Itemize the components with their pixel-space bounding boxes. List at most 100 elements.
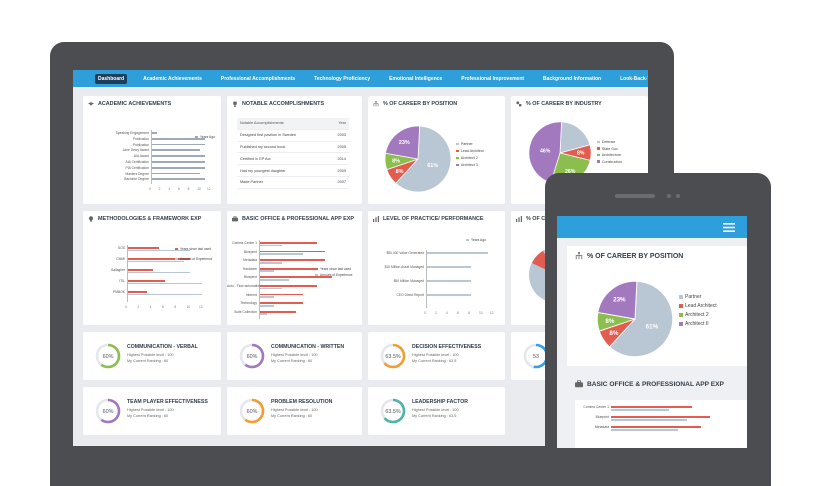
bar [152, 143, 206, 146]
legend-label: Architecture [601, 153, 622, 157]
pie-percent-label: 8% [609, 330, 618, 337]
bar [128, 260, 184, 263]
year-cell: 2014 [327, 152, 349, 166]
bar [260, 293, 303, 296]
legend-swatch [466, 239, 469, 241]
accomplishment-cell: Certified in EP Act [237, 152, 328, 166]
bar-label: Auto - Flow automation [227, 284, 261, 288]
legend-label: State Gov [601, 146, 618, 151]
kpi-percent: 60% [103, 354, 114, 360]
pie-percent-label: 46% [540, 148, 551, 154]
nav-look-back-ten[interactable]: Look-Back-Ten [620, 75, 648, 82]
bar [611, 419, 687, 421]
pie-percent-label: 23% [399, 140, 410, 146]
nav-dashboard[interactable]: Dashboard [95, 73, 128, 84]
pie-percent-label: 8% [577, 151, 585, 157]
bar [611, 409, 669, 411]
accomplishment-cell: Made Partner [237, 176, 328, 189]
kpi-progress-ring: 63.5% [380, 398, 406, 424]
legend-label: Architect II [685, 321, 709, 327]
legend-swatch [456, 149, 459, 153]
kpi-progress-ring: 60% [239, 398, 265, 424]
bar [260, 310, 296, 313]
notable-accomplishments-title: NOTABLE ACCOMPLISHMENTS [232, 101, 324, 107]
table-row: Certified in EP Act 2014 [237, 152, 349, 166]
kpi-progress-ring: 60% [239, 343, 265, 369]
top-nav: Dashboard Academic Achievements Professi… [73, 70, 648, 87]
tick-label: 4 [149, 305, 152, 309]
legend-label: Partner [460, 142, 473, 146]
kpi-title: COMMUNICATION - VERBAL [127, 344, 198, 350]
tick-label: 0 [125, 305, 127, 309]
bar [128, 258, 190, 260]
academic-achievements-label: ACADEMIC ACHIEVEMENTS [98, 101, 172, 107]
bar-chart-icon [373, 216, 379, 222]
phone-office-card: BASIC OFFICE & PROFESSIONAL APP EXP Comm… [567, 372, 747, 448]
legend-swatch [315, 268, 318, 270]
bar-label: Blueprint [595, 415, 609, 419]
industry-icon [516, 101, 522, 107]
bar [260, 313, 268, 316]
kpi-highest-level: Highest Possible level : 100 [271, 353, 318, 357]
bar [152, 178, 206, 181]
bar [152, 161, 206, 163]
kpi-ring-fill [95, 343, 121, 369]
bar-label: Bachelor Degree [124, 177, 149, 182]
menu-icon[interactable] [723, 223, 735, 232]
legend-label: Architect 3 [460, 163, 478, 167]
practice-card: LEVEL OF PRACTICE/ PERFORMANCE $50,000 V… [368, 211, 505, 325]
phone-career-pie: 61% 8% 8% 23% [596, 280, 674, 358]
legend-swatch [597, 153, 600, 157]
nav-technology-proficiency[interactable]: Technology Proficiency [314, 75, 371, 82]
phone-sensor [676, 194, 680, 198]
bar [128, 282, 202, 285]
bar [152, 172, 201, 175]
legend-label: Amount of Experience [320, 273, 353, 277]
bar [427, 294, 471, 296]
career-position-pie: 61% 8% 8% 23% [384, 125, 452, 193]
nav-professional-accomplishments[interactable]: Professional Accomplishments [220, 75, 296, 82]
kpi-card: 63.5% DECISION EFFECTIVENESS Highest Possi… [368, 332, 505, 380]
legend-label: Lead Architect [460, 149, 484, 153]
legend-item: Defense [597, 140, 615, 144]
bar [260, 304, 275, 307]
bar-label: Hardware [242, 266, 257, 271]
bar [611, 406, 692, 408]
career-industry-pie: 8% 26% 46% [528, 121, 592, 185]
kpi-card: 60% PROBLEM RESOLUTION Highest Possible le… [227, 387, 362, 435]
phone-screen: % OF CAREER BY POSITION 61% 8% 8% 23% Partn… [557, 216, 747, 448]
nav-background-information[interactable]: Background Information [543, 75, 602, 82]
legend-swatch [456, 163, 459, 167]
legend-label: Years Ago [200, 135, 215, 139]
bar-label: Technology [240, 301, 257, 306]
career-by-position-title: % OF CAREER BY POSITION [373, 101, 457, 107]
legend-label: Years since last used [320, 267, 352, 271]
year-cell: 2009 [327, 164, 349, 177]
legend-swatch [597, 140, 600, 144]
legend-item: Construction [597, 160, 622, 164]
career-by-industry-label: % OF CAREER BY INDUSTRY [526, 101, 602, 107]
kpi-current-ranking: My Current Ranking : 60 [271, 359, 313, 363]
nav-emotional-intelligence[interactable]: Emotional Intelligence [389, 75, 443, 82]
legend-label: Amount of Experience [180, 257, 213, 261]
legend-swatch [597, 147, 600, 150]
pie-percent-label: 61% [646, 323, 659, 330]
tick-label: 4 [168, 187, 171, 192]
legend-swatch [175, 248, 178, 250]
bar [152, 155, 206, 157]
nav-professional-improvement[interactable]: Professional Improvement [461, 75, 525, 82]
bar [260, 244, 282, 247]
academic-achievements-title: ACADEMIC ACHIEVEMENTS [88, 101, 171, 107]
pie-slice [597, 280, 638, 320]
bar [260, 287, 282, 290]
kpi-current-ranking: My Current Ranking : 60 [271, 414, 313, 418]
nav-academic-achievements[interactable]: Academic Achievements [143, 75, 202, 82]
career-by-position-label: % OF CAREER BY POSITION [383, 101, 458, 107]
bar [260, 242, 318, 244]
pie-slice [608, 280, 674, 358]
kpi-title: LEADERSHIP FACTOR [412, 399, 469, 405]
phone-career-label: % OF CAREER BY POSITION [587, 252, 684, 260]
phone-speaker [615, 194, 655, 198]
bar [128, 291, 147, 293]
org-chart-icon [575, 252, 583, 260]
